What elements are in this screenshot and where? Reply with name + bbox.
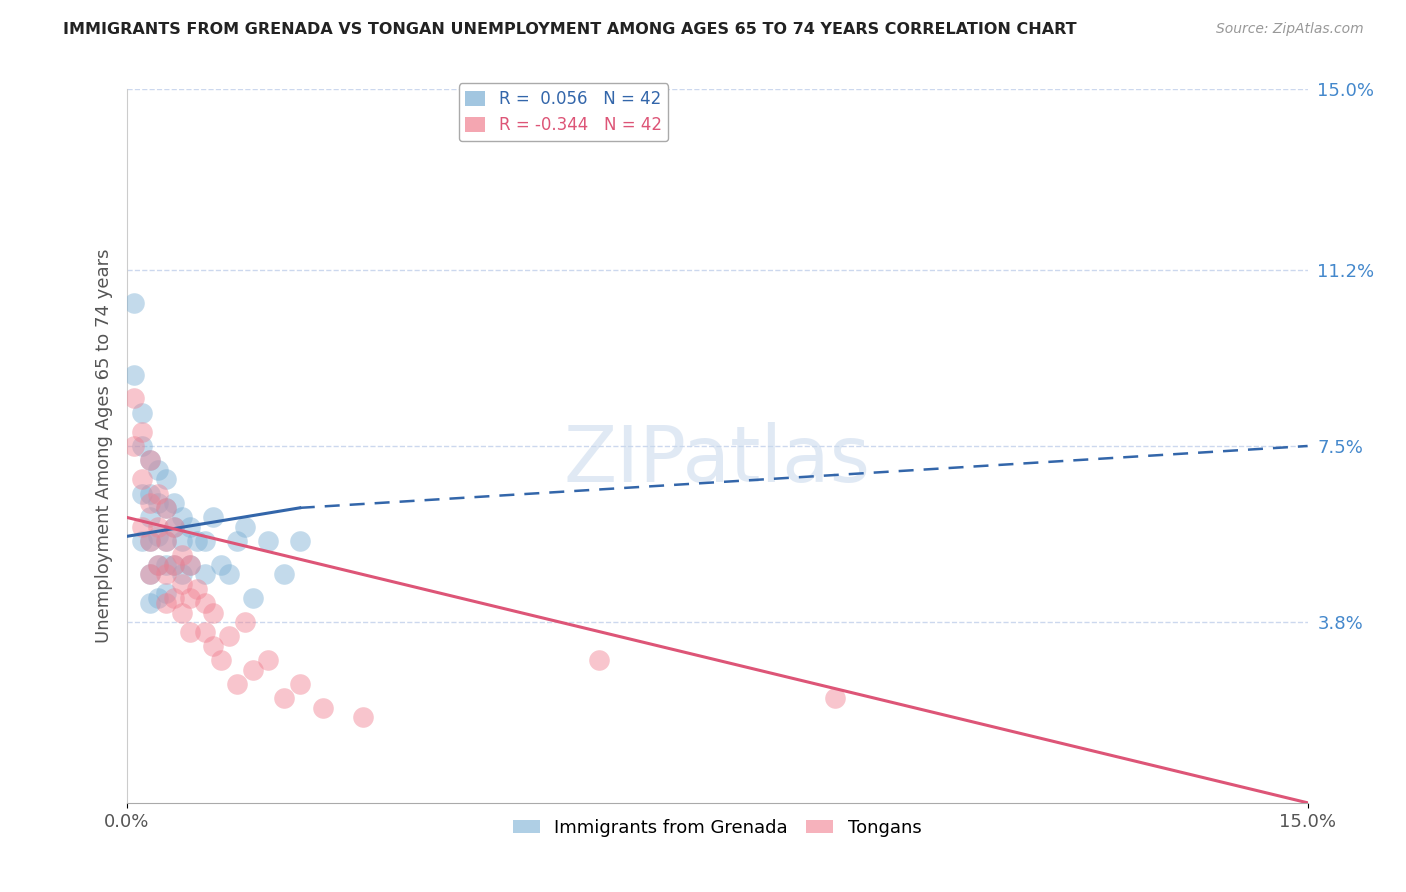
Point bbox=[155, 558, 177, 572]
Point bbox=[202, 606, 225, 620]
Point bbox=[186, 534, 208, 549]
Point bbox=[146, 486, 169, 500]
Point bbox=[139, 453, 162, 467]
Point bbox=[139, 510, 162, 524]
Point bbox=[352, 710, 374, 724]
Point bbox=[146, 558, 169, 572]
Point bbox=[163, 558, 186, 572]
Text: ZIPatlas: ZIPatlas bbox=[564, 422, 870, 499]
Point bbox=[225, 534, 247, 549]
Point bbox=[139, 567, 162, 582]
Point bbox=[146, 463, 169, 477]
Point bbox=[179, 591, 201, 606]
Point bbox=[288, 677, 311, 691]
Point bbox=[202, 639, 225, 653]
Point bbox=[194, 624, 217, 639]
Point bbox=[163, 591, 186, 606]
Point bbox=[170, 549, 193, 563]
Point bbox=[202, 510, 225, 524]
Point bbox=[155, 586, 177, 600]
Text: IMMIGRANTS FROM GRENADA VS TONGAN UNEMPLOYMENT AMONG AGES 65 TO 74 YEARS CORRELA: IMMIGRANTS FROM GRENADA VS TONGAN UNEMPL… bbox=[63, 22, 1077, 37]
Y-axis label: Unemployment Among Ages 65 to 74 years: Unemployment Among Ages 65 to 74 years bbox=[94, 249, 112, 643]
Point bbox=[170, 510, 193, 524]
Point bbox=[179, 558, 201, 572]
Point bbox=[131, 439, 153, 453]
Point bbox=[194, 596, 217, 610]
Point bbox=[186, 582, 208, 596]
Point bbox=[179, 558, 201, 572]
Point bbox=[124, 296, 146, 310]
Point bbox=[131, 425, 153, 439]
Point bbox=[155, 534, 177, 549]
Point bbox=[163, 558, 186, 572]
Point bbox=[139, 534, 162, 549]
Point bbox=[131, 486, 153, 500]
Point bbox=[131, 534, 153, 549]
Legend: Immigrants from Grenada, Tongans: Immigrants from Grenada, Tongans bbox=[506, 812, 928, 844]
Point bbox=[163, 520, 186, 534]
Point bbox=[155, 567, 177, 582]
Point bbox=[288, 534, 311, 549]
Point bbox=[170, 577, 193, 591]
Point bbox=[170, 606, 193, 620]
Point bbox=[146, 558, 169, 572]
Point bbox=[139, 453, 162, 467]
Point bbox=[312, 700, 335, 714]
Point bbox=[139, 496, 162, 510]
Point bbox=[146, 496, 169, 510]
Point bbox=[588, 653, 610, 667]
Point bbox=[824, 691, 846, 706]
Point bbox=[155, 500, 177, 515]
Point bbox=[179, 624, 201, 639]
Point bbox=[218, 567, 240, 582]
Text: Source: ZipAtlas.com: Source: ZipAtlas.com bbox=[1216, 22, 1364, 37]
Point bbox=[124, 368, 146, 382]
Point bbox=[179, 520, 201, 534]
Point bbox=[194, 534, 217, 549]
Point bbox=[155, 500, 177, 515]
Point bbox=[163, 496, 186, 510]
Point bbox=[273, 691, 295, 706]
Point bbox=[233, 520, 256, 534]
Point bbox=[146, 520, 169, 534]
Point bbox=[139, 567, 162, 582]
Point bbox=[257, 534, 280, 549]
Point bbox=[218, 629, 240, 643]
Point bbox=[209, 558, 232, 572]
Point bbox=[139, 596, 162, 610]
Point bbox=[155, 596, 177, 610]
Point bbox=[233, 615, 256, 629]
Point bbox=[170, 567, 193, 582]
Point bbox=[225, 677, 247, 691]
Point bbox=[124, 439, 146, 453]
Point bbox=[131, 472, 153, 486]
Point bbox=[146, 529, 169, 543]
Point bbox=[257, 653, 280, 667]
Point bbox=[273, 567, 295, 582]
Point bbox=[170, 534, 193, 549]
Point bbox=[242, 591, 264, 606]
Point bbox=[155, 472, 177, 486]
Point bbox=[163, 520, 186, 534]
Point bbox=[131, 406, 153, 420]
Point bbox=[146, 591, 169, 606]
Point bbox=[194, 567, 217, 582]
Point bbox=[155, 534, 177, 549]
Point bbox=[131, 520, 153, 534]
Point bbox=[139, 486, 162, 500]
Point bbox=[242, 663, 264, 677]
Point bbox=[209, 653, 232, 667]
Point bbox=[124, 392, 146, 406]
Point bbox=[139, 534, 162, 549]
